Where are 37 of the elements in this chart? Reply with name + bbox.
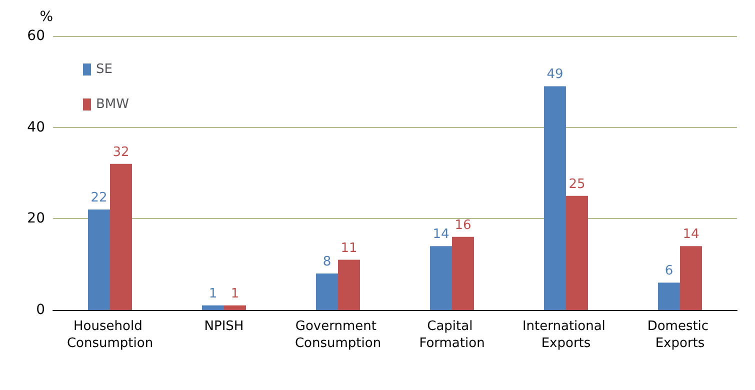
y-tick-label: 60 [27, 28, 45, 44]
data-label: 14 [682, 227, 700, 242]
y-tick-label: 0 [36, 302, 45, 318]
data-label: 14 [432, 227, 450, 242]
bar [544, 86, 566, 310]
bar [202, 305, 224, 310]
legend-label: SE [96, 62, 112, 77]
bar [224, 305, 246, 310]
x-tick-label: Domestic Exports [647, 319, 713, 351]
bar [680, 246, 702, 310]
data-label: 8 [322, 254, 332, 270]
data-label: 49 [546, 67, 564, 82]
x-tick-label: International Exports [522, 319, 610, 351]
y-tick-label: 40 [27, 119, 45, 136]
bar [88, 210, 110, 310]
x-tick-label: NPISH [204, 319, 244, 334]
x-tick-label: Household Consumption [66, 319, 154, 351]
x-tick-label: Capital Formation [419, 319, 485, 351]
data-label: 32 [112, 144, 130, 160]
y-axis-title: % [40, 9, 53, 25]
data-label: 22 [90, 190, 108, 206]
bar [566, 196, 588, 310]
bar [430, 246, 452, 310]
bar [658, 282, 680, 310]
data-label: 25 [568, 176, 586, 192]
data-label: 1 [208, 286, 218, 302]
bar [316, 273, 338, 310]
data-label: 16 [454, 218, 472, 233]
bar [338, 260, 360, 310]
bar [110, 164, 132, 310]
x-tick-label: Government Consumption [294, 319, 382, 351]
bar [452, 236, 474, 310]
y-tick-label: 20 [27, 210, 45, 227]
data-label: 6 [664, 264, 674, 279]
legend-label: BMW [96, 97, 130, 112]
data-label: 11 [340, 240, 358, 256]
data-label: 1 [230, 286, 240, 302]
